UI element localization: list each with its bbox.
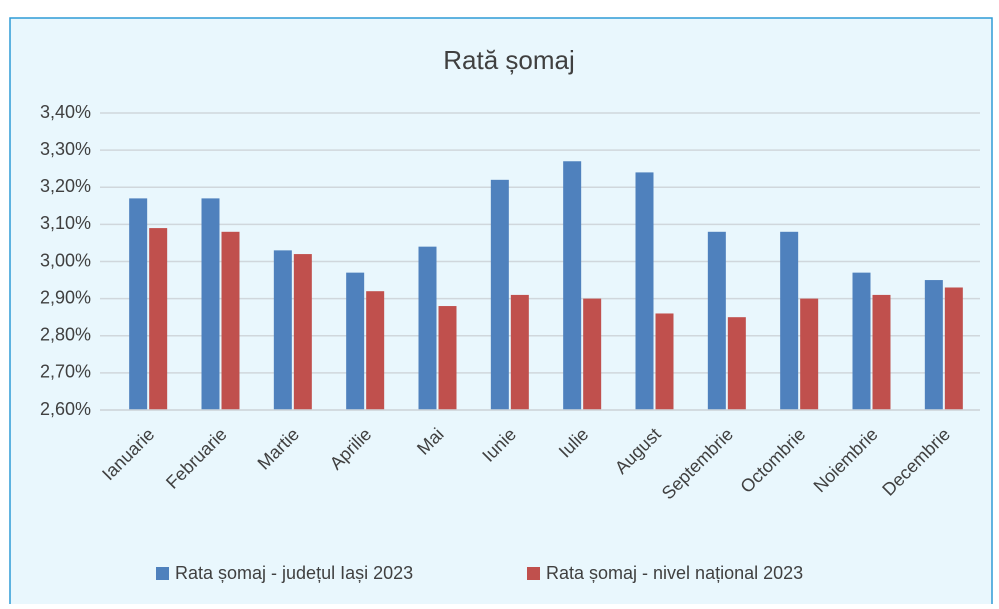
legend-swatch [527, 567, 540, 580]
legend-label: Rata șomaj - județul Iași 2023 [175, 563, 413, 583]
bar [944, 287, 963, 410]
y-tick-label: 2,60% [40, 399, 91, 419]
bar [366, 291, 385, 410]
y-tick-label: 3,10% [40, 213, 91, 233]
y-tick-label: 3,40% [40, 102, 91, 122]
chart-title: Rată șomaj [443, 45, 575, 75]
bar [293, 254, 312, 410]
bar [510, 294, 529, 410]
y-tick-label: 3,00% [40, 250, 91, 270]
bar [221, 231, 240, 410]
bar [852, 272, 871, 410]
y-tick-label: 2,80% [40, 325, 91, 345]
y-tick-label: 2,90% [40, 287, 91, 307]
bar [924, 280, 943, 410]
bar [707, 231, 726, 410]
y-tick-label: 3,30% [40, 139, 91, 159]
bar [201, 198, 220, 410]
bar [583, 298, 602, 410]
legend-swatch [156, 567, 169, 580]
bar [800, 298, 819, 410]
bar [655, 313, 674, 410]
bar [149, 228, 168, 410]
bar [563, 161, 582, 410]
bar [490, 179, 509, 410]
bar [780, 231, 799, 410]
bar [727, 317, 746, 410]
bar [346, 272, 365, 410]
bar [438, 306, 457, 410]
bar [872, 294, 891, 410]
bar [273, 250, 292, 410]
bar [129, 198, 148, 410]
y-tick-label: 3,20% [40, 176, 91, 196]
legend-label: Rata șomaj - nivel național 2023 [546, 563, 803, 583]
y-tick-label: 2,70% [40, 362, 91, 382]
bar [635, 172, 654, 410]
bar [418, 246, 437, 410]
